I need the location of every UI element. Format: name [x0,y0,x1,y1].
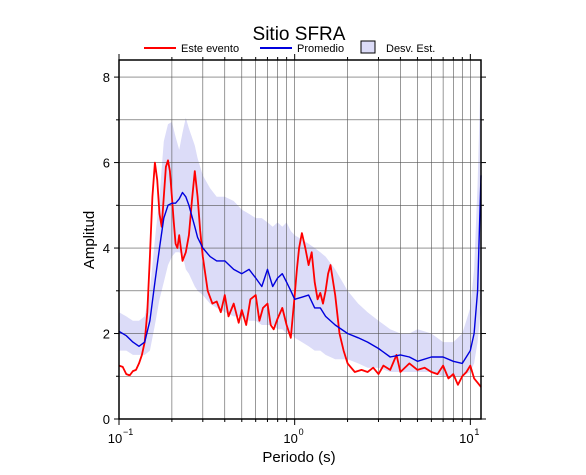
legend: Este evento Promedio Desv. Est. [144,40,435,55]
x-tick-label: 10 [108,431,122,446]
y-tick-label: 0 [103,412,110,427]
legend-label-este-evento: Este evento [181,43,239,55]
y-tick-label: 2 [103,327,110,342]
x-tick-label-exponent: 1 [474,427,479,437]
x-tick-label-exponent: 0 [299,427,304,437]
x-tick-label: 10 [459,431,473,446]
x-tick-label-exponent: −1 [123,427,133,437]
y-tick-label: 4 [103,241,110,256]
legend-swatch-desv-est [360,40,376,54]
series-line-este-evento [118,159,482,388]
y-axis-label: Amplitud [81,211,98,269]
series-line-promedio [118,175,482,365]
plot-frame [118,59,482,420]
legend-label-promedio: Promedio [297,43,344,55]
legend-label-desv-est: Desv. Est. [386,43,435,55]
chart-title: Sitio SFRA [253,24,346,45]
y-tick-label: 8 [103,70,110,85]
y-tick-label: 6 [103,156,110,171]
x-axis-label: Periodo (s) [262,449,335,466]
x-tick-label: 10 [283,431,297,446]
